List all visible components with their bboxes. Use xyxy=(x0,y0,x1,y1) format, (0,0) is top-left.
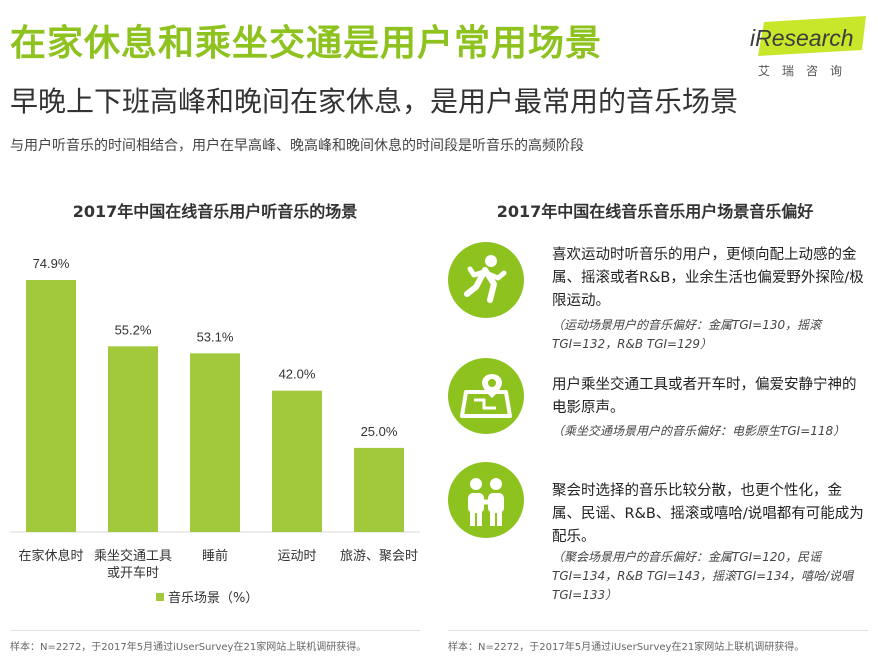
bar-2 xyxy=(108,346,158,532)
logo-brand-text: iResearch xyxy=(750,25,854,51)
preference-panel-title: 2017年中国在线音乐音乐用户场景音乐偏好 xyxy=(496,202,814,221)
page-headline: 早晚上下班高峰和晚间在家休息，是用户最常用的音乐场景 xyxy=(10,85,739,118)
iresearch-logo-mark: iResearch xyxy=(750,16,866,56)
scene-tgi: （运动场景用户的音乐偏好：金属TGI=130，摇滚TGI=132，R&B TGI… xyxy=(552,318,822,351)
bar-value-label: 74.9% xyxy=(33,256,70,271)
scene-tgi: （聚会场景用户的音乐偏好：金属TGI=120，民谣TGI=134，R&B TGI… xyxy=(552,550,854,602)
category-label: 旅游、聚会时 xyxy=(340,549,418,564)
scene-description: 用户乘坐交通工具或者开车时，偏爱安静宁神的电影原声。 xyxy=(552,377,857,416)
category-label: 运动时 xyxy=(277,549,316,564)
iresearch-logo: iResearch 艾瑞咨询 xyxy=(742,16,866,82)
category-label: 在家休息时 xyxy=(18,548,83,564)
category-label: 乘坐交通工具 xyxy=(94,548,172,564)
bar-value-label: 42.0% xyxy=(279,367,316,382)
category-label: 睡前 xyxy=(202,548,228,564)
legend-swatch xyxy=(156,593,164,601)
footer-divider-right xyxy=(448,630,868,631)
bar-5 xyxy=(354,447,404,532)
bar-3 xyxy=(190,353,240,532)
map-location-icon xyxy=(448,358,524,434)
group-people-icon xyxy=(448,462,524,538)
bar-4 xyxy=(272,390,322,532)
footer-sample-note-right: 样本：N=2272，于2017年5月通过iUserSurvey在21家网站上联机… xyxy=(448,642,805,653)
chart-title: 2017年中国在线音乐用户听音乐的场景 xyxy=(72,202,358,221)
bar-value-label: 55.2% xyxy=(115,322,152,337)
page-subtitle: 与用户听音乐的时间相结合，用户在早高峰、晚高峰和晚间休息的时间段是听音乐的高频阶… xyxy=(10,138,584,154)
footer-divider-left xyxy=(10,630,420,631)
category-label: 或开车时 xyxy=(107,565,159,581)
bar-1 xyxy=(26,280,76,532)
bar-value-label: 53.1% xyxy=(197,329,234,344)
scene-description: 聚会时选择的音乐比较分散，也更个性化，金属、民谣、R&B、摇滚或嘻哈/说唱都有可… xyxy=(552,483,864,545)
running-person-icon xyxy=(448,242,524,318)
footer-sample-note-left: 样本：N=2272，于2017年5月通过iUserSurvey在21家网站上联机… xyxy=(10,642,367,653)
scene-description: 喜欢运动时听音乐的用户，更倾向配上动感的金属、摇滚或者R&B，业余生活也偏爱野外… xyxy=(552,247,864,309)
scene-tgi: （乘坐交通场景用户的音乐偏好：电影原生TGI=118） xyxy=(552,424,846,438)
legend-label: 音乐场景（%） xyxy=(168,590,258,606)
logo-subtitle: 艾瑞咨询 xyxy=(758,64,855,78)
page-title: 在家休息和乘坐交通是用户常用场景 xyxy=(10,23,603,64)
bar-value-label: 25.0% xyxy=(361,424,398,439)
